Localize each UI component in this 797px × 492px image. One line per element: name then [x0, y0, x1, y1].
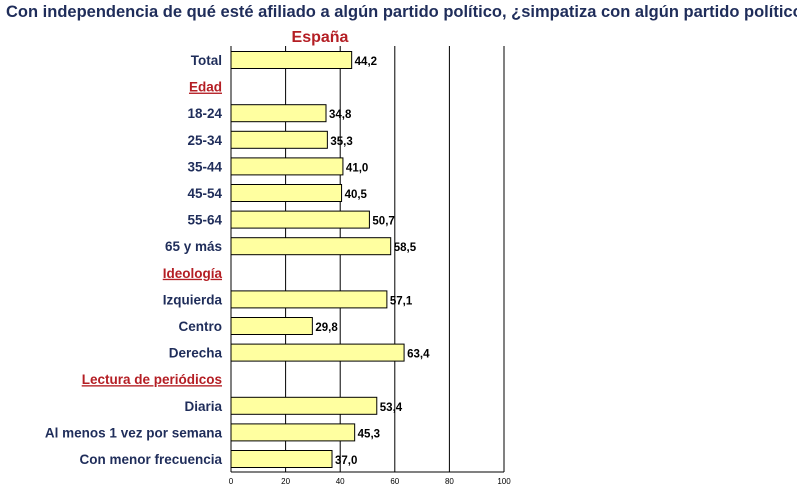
category-label: 65 y más	[165, 239, 222, 254]
bar	[230, 210, 370, 229]
bar-value-label: 50,7	[372, 216, 394, 228]
bar-value-label: 34,8	[329, 109, 352, 121]
bar-value-label: 40,5	[345, 189, 368, 201]
category-label: 25-34	[187, 133, 222, 148]
category-label: Centro	[179, 319, 223, 334]
category-label: Derecha	[169, 346, 223, 361]
bar-value-label: 45,3	[358, 428, 380, 440]
x-tick-label: 40	[336, 477, 345, 486]
bar	[230, 157, 344, 176]
bar	[230, 317, 313, 335]
bar	[230, 290, 388, 309]
bar-value-label: 58,5	[394, 242, 417, 254]
bar-value-label: 35,3	[330, 136, 352, 148]
category-label: Con menor frecuencia	[79, 452, 222, 467]
bar	[230, 450, 333, 468]
question-title: Con independencia de qué esté afiliado a…	[6, 3, 797, 21]
section-label: Edad	[189, 80, 222, 95]
x-tick-label: 80	[445, 477, 454, 486]
bar	[230, 51, 353, 69]
category-label: Izquierda	[163, 292, 223, 307]
bar	[230, 104, 327, 123]
bar	[230, 423, 356, 442]
section-label: Ideología	[163, 266, 223, 281]
category-label: 18-24	[187, 106, 222, 121]
bar	[230, 343, 405, 362]
bar	[230, 130, 328, 149]
category-label: 35-44	[187, 159, 222, 174]
bar	[230, 396, 378, 415]
bar-value-label: 41,0	[346, 162, 368, 174]
x-tick-label: 20	[281, 477, 290, 486]
x-tick-label: 100	[497, 477, 511, 486]
x-tick-label: 0	[229, 477, 234, 486]
bar-value-label: 53,4	[380, 402, 403, 414]
bar-value-label: 37,0	[335, 455, 357, 467]
category-label: Diaria	[184, 399, 222, 414]
bar-value-label: 44,2	[355, 56, 377, 68]
chart-title: España	[292, 29, 349, 46]
category-label: Total	[191, 53, 222, 68]
bar	[230, 237, 392, 256]
bar	[230, 184, 343, 202]
x-tick-label: 60	[390, 477, 399, 486]
bar-value-label: 63,4	[407, 349, 430, 361]
section-label: Lectura de periódicos	[82, 372, 222, 387]
category-label: 55-64	[187, 213, 222, 228]
bar-value-label: 57,1	[390, 295, 413, 307]
category-label: 45-54	[187, 186, 222, 201]
category-label: Al menos 1 vez por semana	[45, 425, 223, 440]
bar-value-label: 29,8	[315, 322, 338, 334]
